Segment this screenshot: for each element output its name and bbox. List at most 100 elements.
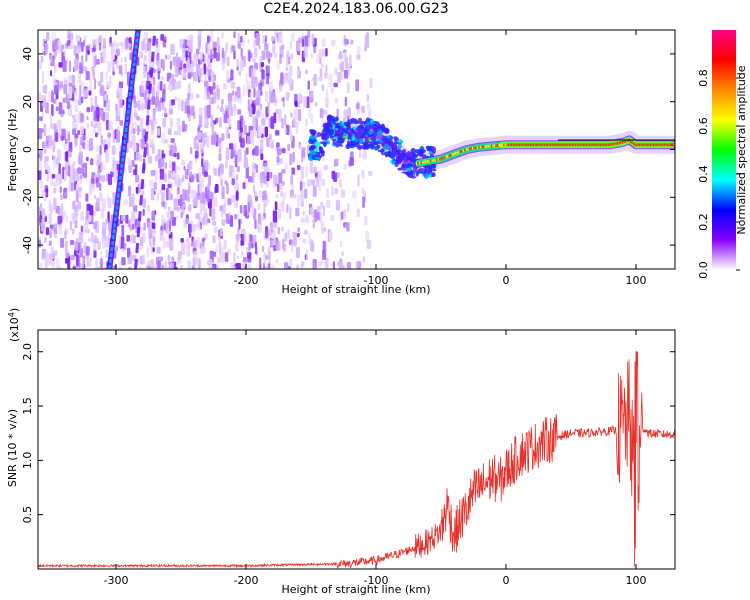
spectrogram-cell bbox=[217, 46, 221, 52]
spectrogram-cell bbox=[186, 40, 192, 47]
spectrogram-cell bbox=[146, 107, 150, 117]
spectrogram-cell bbox=[296, 194, 301, 207]
spectrogram-cell bbox=[161, 153, 166, 159]
spectrogram-cell bbox=[312, 185, 317, 197]
spectrogram-cell bbox=[209, 191, 214, 200]
spectrogram-cell bbox=[352, 190, 357, 199]
spectrogram-ridge-blob bbox=[352, 125, 357, 130]
spectrogram-x-tick-label: -200 bbox=[234, 274, 259, 287]
spectrogram-cell bbox=[112, 71, 115, 76]
spectrogram-cell bbox=[142, 208, 145, 216]
spectrogram-cell bbox=[203, 171, 208, 177]
spectrogram-cell bbox=[105, 153, 110, 163]
spectrogram-ridge-blob bbox=[412, 165, 418, 171]
spectrogram-cell bbox=[159, 189, 163, 195]
spectrogram-cell bbox=[323, 205, 326, 217]
spectrogram-cell bbox=[168, 170, 172, 179]
spectrogram-cell bbox=[326, 89, 329, 98]
spectrogram-cell bbox=[267, 246, 271, 259]
spectrogram-cell bbox=[74, 99, 79, 113]
spectrogram-cell bbox=[257, 203, 261, 211]
spectrogram-cell bbox=[76, 254, 79, 267]
spectrogram-ridge-blob bbox=[308, 145, 315, 152]
spectrogram-cell bbox=[253, 163, 257, 169]
spectrogram-cell bbox=[356, 208, 360, 217]
spectrogram-cell bbox=[161, 264, 165, 269]
spectrogram-cell bbox=[284, 162, 288, 170]
spectrogram-ridge-blob bbox=[377, 149, 382, 153]
spectrogram-cell bbox=[39, 148, 43, 161]
spectrogram-cell bbox=[140, 226, 144, 233]
spectrogram-cell bbox=[93, 194, 97, 200]
spectrogram-cell bbox=[280, 190, 283, 197]
spectrogram-cell bbox=[254, 241, 257, 255]
spectrogram-cell bbox=[71, 74, 75, 87]
spectrogram-cell bbox=[147, 205, 150, 212]
spectrogram-cell bbox=[217, 257, 221, 264]
spectrogram-cell bbox=[318, 181, 321, 191]
spectrogram-cell bbox=[106, 234, 110, 248]
spectrogram-cell bbox=[320, 221, 325, 234]
spectrogram-cell bbox=[80, 81, 85, 86]
spectrogram-cell bbox=[228, 172, 232, 178]
spectrogram-cell bbox=[208, 162, 211, 170]
spectrogram-cell bbox=[221, 99, 224, 105]
spectrogram-cell bbox=[310, 239, 314, 252]
spectrogram-cell bbox=[166, 240, 170, 248]
spectrogram-ridge-blob bbox=[404, 152, 411, 156]
spectrogram-cell bbox=[223, 111, 228, 124]
spectrogram-cell bbox=[135, 268, 139, 269]
spectrogram-cell bbox=[253, 39, 256, 49]
spectrogram-cell bbox=[240, 47, 243, 58]
spectrogram-cell bbox=[76, 113, 80, 124]
spectrogram-cell bbox=[245, 147, 249, 155]
spectrogram-cell bbox=[272, 180, 276, 188]
spectrogram-cell bbox=[90, 158, 94, 166]
spectrogram-cell bbox=[289, 259, 293, 267]
spectrogram-ridge-blob bbox=[319, 147, 323, 154]
spectrogram-cell bbox=[41, 70, 45, 84]
spectrogram-cell bbox=[197, 131, 202, 140]
spectrogram-cell bbox=[231, 45, 236, 52]
spectrogram-cell bbox=[308, 105, 312, 119]
spectrogram-cell bbox=[176, 118, 181, 129]
spectrogram-ridge-blob bbox=[373, 146, 379, 151]
spectrogram-cell bbox=[239, 204, 243, 214]
spectrogram-ridge-blob bbox=[364, 137, 370, 143]
spectrogram-cell bbox=[63, 77, 67, 85]
spectrogram-cell bbox=[208, 93, 212, 107]
spectrogram-cell bbox=[134, 164, 138, 176]
spectrogram-cell bbox=[49, 171, 52, 179]
spectrogram-cell bbox=[366, 94, 370, 103]
spectrogram-cell bbox=[94, 78, 97, 90]
spectrogram-cell bbox=[237, 109, 242, 115]
spectrogram-cell bbox=[338, 50, 343, 60]
spectrogram-ridge-blob bbox=[310, 129, 317, 135]
spectrogram-cell bbox=[77, 130, 80, 135]
spectrogram-cell bbox=[312, 258, 317, 269]
spectrogram-cell bbox=[85, 53, 88, 62]
spectrogram-cell bbox=[160, 34, 165, 41]
spectrogram-cell bbox=[182, 47, 186, 60]
spectrogram-cell bbox=[95, 258, 98, 269]
snr-marks bbox=[38, 350, 675, 569]
spectrogram-cell bbox=[267, 102, 270, 114]
spectrogram-cell bbox=[126, 235, 131, 242]
spectrogram-cell bbox=[85, 246, 90, 256]
spectrogram-cell bbox=[227, 249, 232, 255]
spectrogram-cell bbox=[161, 191, 165, 205]
spectrogram-cell bbox=[213, 227, 218, 234]
spectrogram-cell bbox=[325, 164, 329, 170]
snr-y-tick-label: 1.0 bbox=[21, 452, 34, 470]
spectrogram-cell bbox=[355, 261, 359, 268]
spectrogram-cell bbox=[44, 185, 49, 193]
spectrogram-cell bbox=[80, 126, 85, 135]
snr-x-axis-label: Height of straight line (km) bbox=[281, 583, 430, 596]
spectrogram-ridge-blob bbox=[373, 141, 379, 146]
spectrogram-cell bbox=[237, 32, 241, 45]
spectrogram-ridge-blob bbox=[410, 147, 416, 154]
spectrogram-cell bbox=[251, 68, 256, 77]
spectrogram-cell bbox=[55, 257, 60, 269]
spectrogram-cell bbox=[45, 175, 50, 181]
spectrogram-cell bbox=[105, 99, 111, 112]
